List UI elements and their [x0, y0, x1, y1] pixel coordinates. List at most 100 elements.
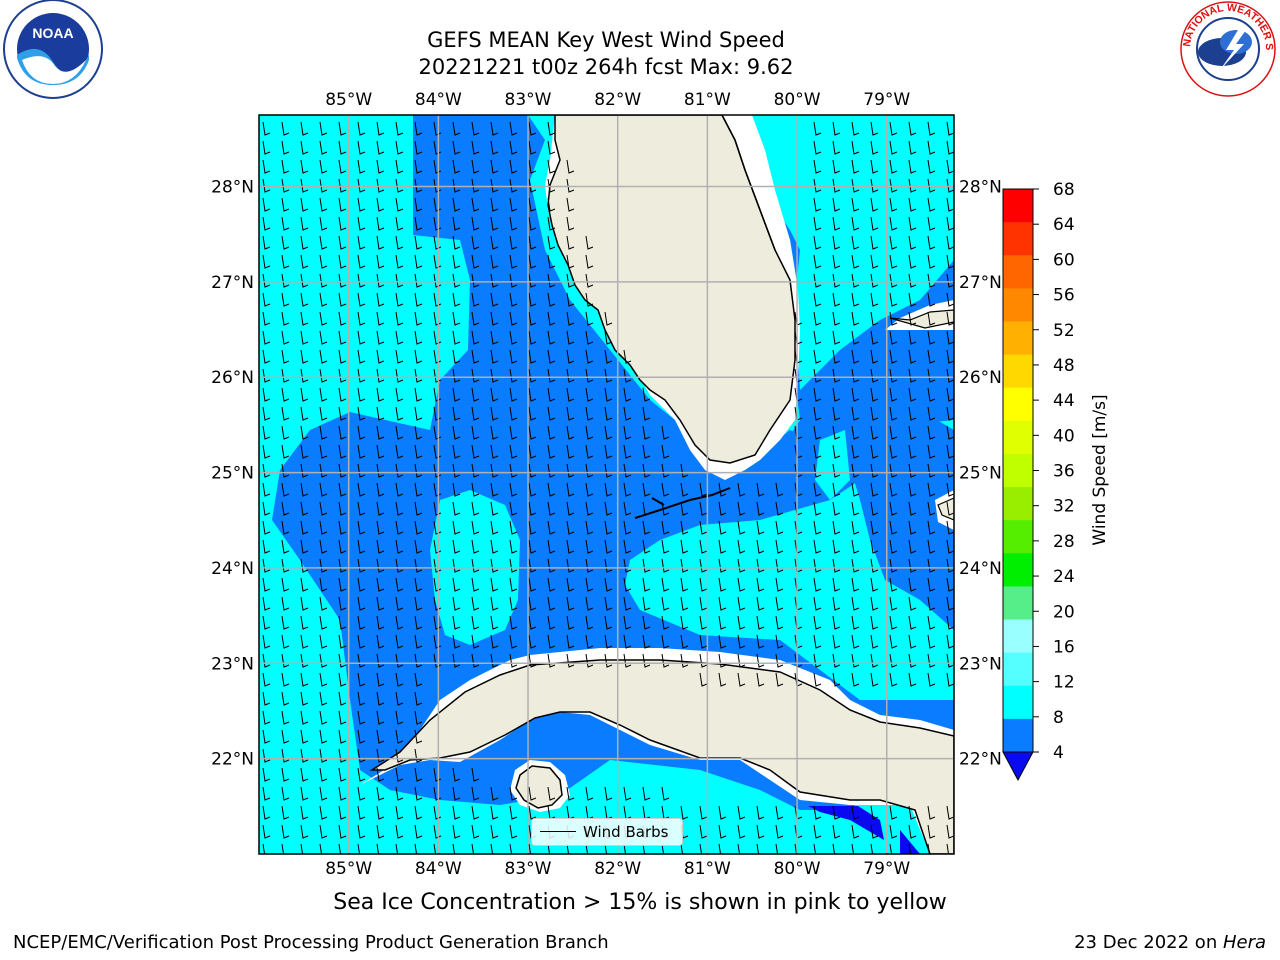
lat-label-right: 26°N: [959, 368, 1002, 388]
wind-barb: [927, 387, 936, 402]
wind-barb: [528, 216, 537, 231]
wind-barb: [908, 368, 917, 383]
wind-barb: [927, 140, 936, 155]
wind-barb: [566, 425, 575, 440]
wind-barb: [433, 368, 442, 383]
lon-label-bottom: 83°W: [505, 859, 552, 879]
wind-barb: [699, 482, 708, 497]
wind-barb: [813, 577, 822, 592]
wind-barb: [832, 387, 841, 402]
wind-barb: [319, 425, 328, 440]
wind-barb: [300, 349, 309, 364]
wind-barb: [547, 444, 556, 459]
wind-barb: [433, 425, 442, 440]
wind-barb: [452, 520, 461, 535]
lon-label-bottom: 84°W: [415, 859, 462, 879]
wind-barb: [528, 197, 537, 212]
wind-barb: [547, 843, 551, 854]
wind-barb: [851, 653, 860, 668]
wind-barb: [471, 121, 480, 136]
wind-barb: [813, 235, 822, 250]
wind-barb: [433, 273, 442, 288]
wind-barb: [623, 558, 632, 573]
wind-barb: [870, 501, 879, 516]
wind-barb: [319, 140, 328, 155]
wind-barb: [281, 254, 290, 269]
wind-zone-0-4: [808, 806, 920, 854]
colorbar-tick-label: 36: [1053, 462, 1075, 482]
wind-barb: [889, 273, 898, 288]
colorbar-segment: [1003, 222, 1033, 256]
sea-ice-note: Sea Ice Concentration > 15% is shown in …: [333, 890, 947, 915]
wind-barb: [661, 501, 670, 516]
wind-barb: [547, 482, 556, 497]
wind-barb: [262, 710, 271, 725]
wind-barb: [509, 368, 518, 383]
wind-barb: [319, 520, 328, 535]
wind-barb: [566, 596, 575, 611]
wind-barb: [604, 786, 613, 801]
wind-barb: [376, 387, 385, 402]
wind-barb: [813, 843, 817, 854]
wind-barb: [661, 539, 670, 554]
wind-barb: [737, 653, 746, 668]
wind-barb: [832, 824, 841, 839]
wind-barb: [357, 273, 366, 288]
wind-barb: [908, 273, 917, 288]
wind-barb: [889, 634, 898, 649]
wind-barb: [832, 406, 841, 421]
wind-barb: [927, 539, 936, 554]
wind-barb: [528, 349, 537, 364]
wind-barb: [376, 634, 385, 649]
wind-barb: [737, 824, 746, 839]
wind-barb: [946, 159, 954, 174]
wind-barb: [300, 748, 309, 763]
wind-barb: [566, 577, 575, 592]
wind-barb: [813, 349, 822, 364]
wind-barb: [433, 805, 442, 820]
wind-barb: [319, 482, 328, 497]
colorbar-segment: [1003, 189, 1033, 223]
wind-barb: [870, 653, 879, 668]
wind-barb: [623, 596, 632, 611]
wind-barb: [338, 520, 347, 535]
wind-barb: [281, 425, 290, 440]
wind-barb: [357, 349, 366, 364]
wind-barb: [262, 197, 271, 212]
wind-barb: [509, 273, 518, 288]
wind-barb: [300, 235, 309, 250]
wind-barb: [699, 824, 708, 839]
wind-barb: [395, 197, 404, 212]
wind-barb: [927, 311, 936, 326]
wind-barb: [509, 140, 518, 155]
lon-label-top: 81°W: [684, 90, 731, 110]
wind-barb: [319, 501, 328, 516]
wind-barb: [357, 406, 366, 421]
wind-barb: [509, 824, 518, 839]
wind-barb: [376, 197, 385, 212]
wind-barb: [395, 121, 404, 136]
wind-barb: [338, 330, 347, 345]
wind-barb: [490, 444, 499, 459]
wind-barb: [509, 121, 518, 136]
wind-barb: [300, 197, 309, 212]
wind-barb: [528, 178, 537, 193]
lat-label-right: 24°N: [959, 559, 1002, 579]
wind-barb: [490, 254, 499, 269]
wind-barb: [509, 463, 518, 478]
wind-barb: [357, 672, 366, 687]
wind-barb: [357, 254, 366, 269]
wind-barb: [395, 311, 404, 326]
wind-barb: [718, 634, 727, 649]
wind-barb: [528, 406, 537, 421]
wind-barb: [281, 805, 290, 820]
wind-barb: [908, 292, 917, 307]
wind-barb: [395, 140, 404, 155]
colorbar-segment: [1003, 718, 1033, 753]
wind-barb: [262, 653, 271, 668]
wind-barb: [775, 520, 784, 535]
wind-barb: [585, 577, 594, 592]
wind-barb: [281, 121, 290, 136]
wind-barb: [680, 501, 689, 516]
wind-barb: [528, 501, 537, 516]
